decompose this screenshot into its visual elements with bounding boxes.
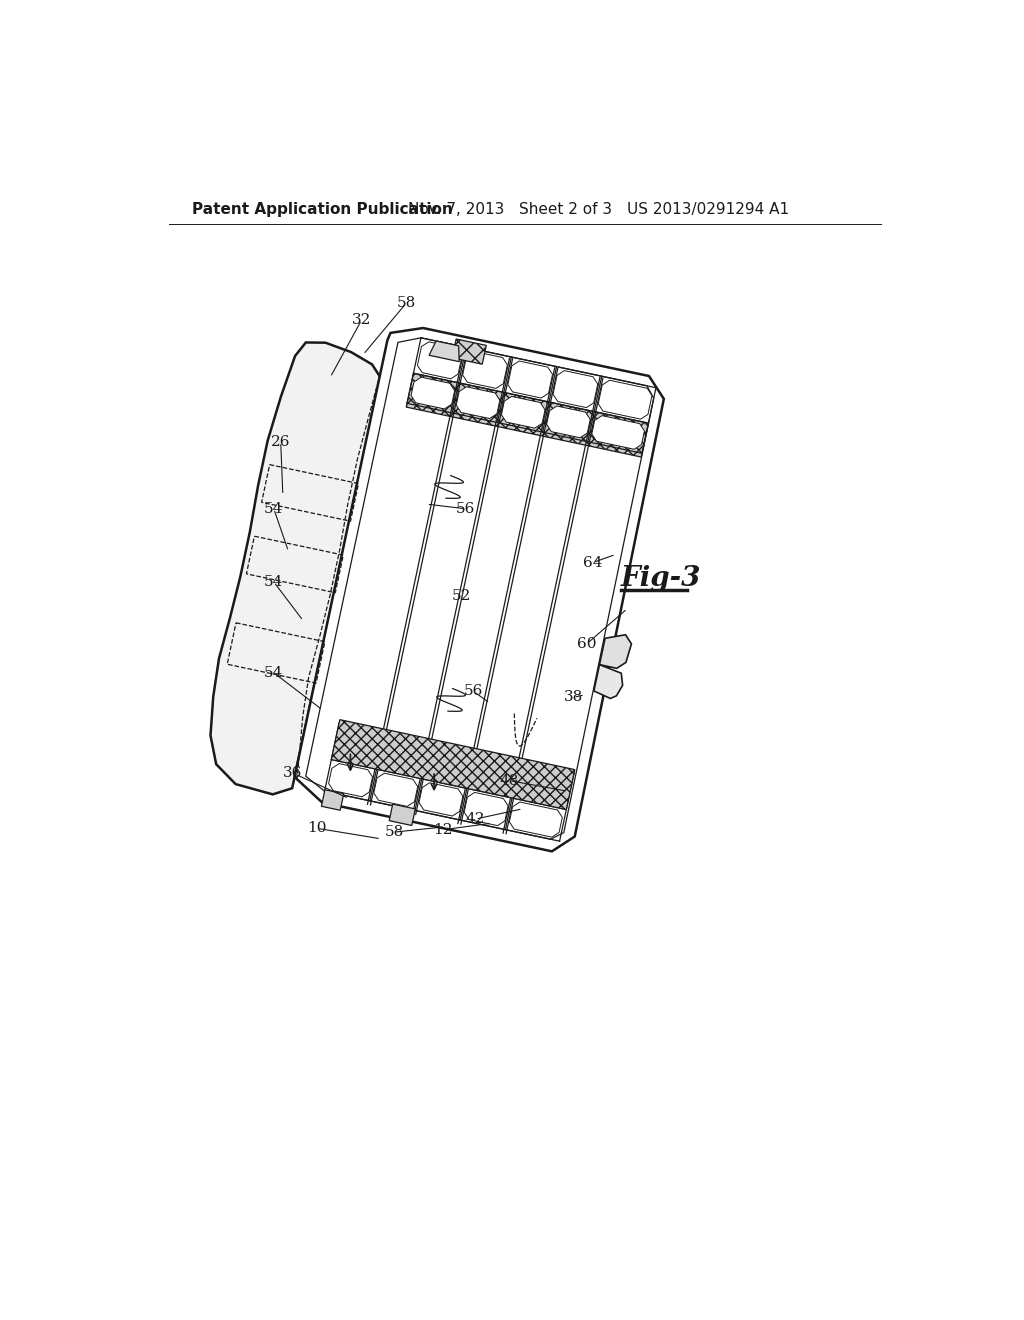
Text: 32: 32 bbox=[352, 313, 372, 327]
Text: 54: 54 bbox=[264, 665, 284, 680]
Polygon shape bbox=[464, 792, 508, 825]
Text: 36: 36 bbox=[283, 766, 302, 780]
Text: Fig-3: Fig-3 bbox=[621, 565, 701, 591]
Polygon shape bbox=[407, 374, 648, 457]
Polygon shape bbox=[389, 804, 416, 825]
Polygon shape bbox=[594, 665, 623, 698]
Text: 48: 48 bbox=[500, 774, 519, 788]
Polygon shape bbox=[211, 342, 381, 795]
Polygon shape bbox=[332, 719, 574, 809]
Polygon shape bbox=[463, 351, 507, 388]
Polygon shape bbox=[411, 378, 455, 409]
Polygon shape bbox=[426, 747, 471, 784]
Polygon shape bbox=[418, 342, 462, 379]
Text: 10: 10 bbox=[307, 821, 327, 836]
Text: 58: 58 bbox=[396, 296, 416, 310]
Text: 54: 54 bbox=[264, 576, 284, 589]
Polygon shape bbox=[322, 789, 344, 810]
Polygon shape bbox=[429, 341, 459, 362]
Polygon shape bbox=[329, 763, 373, 797]
Text: 38: 38 bbox=[563, 690, 583, 705]
Polygon shape bbox=[453, 339, 486, 364]
Text: 54: 54 bbox=[264, 502, 284, 516]
Text: 56: 56 bbox=[456, 502, 475, 516]
Polygon shape bbox=[295, 327, 664, 851]
Polygon shape bbox=[508, 362, 553, 399]
Polygon shape bbox=[381, 737, 425, 775]
Polygon shape bbox=[509, 803, 562, 837]
Polygon shape bbox=[374, 774, 418, 807]
Polygon shape bbox=[599, 635, 632, 668]
Text: 58: 58 bbox=[384, 825, 403, 840]
Polygon shape bbox=[306, 338, 653, 840]
Polygon shape bbox=[457, 387, 500, 418]
Polygon shape bbox=[419, 783, 463, 816]
Text: 26: 26 bbox=[271, 434, 291, 449]
Polygon shape bbox=[553, 371, 598, 408]
Text: 60: 60 bbox=[578, 636, 597, 651]
Polygon shape bbox=[592, 416, 644, 449]
Text: Nov. 7, 2013   Sheet 2 of 3: Nov. 7, 2013 Sheet 2 of 3 bbox=[408, 202, 612, 218]
Polygon shape bbox=[471, 756, 516, 793]
Text: 12: 12 bbox=[433, 822, 453, 837]
Text: 42: 42 bbox=[466, 812, 485, 826]
Text: US 2013/0291294 A1: US 2013/0291294 A1 bbox=[628, 202, 790, 218]
Polygon shape bbox=[516, 766, 570, 805]
Polygon shape bbox=[502, 396, 545, 428]
Polygon shape bbox=[335, 727, 380, 766]
Polygon shape bbox=[547, 407, 590, 438]
Text: 64: 64 bbox=[583, 556, 602, 570]
Text: Patent Application Publication: Patent Application Publication bbox=[193, 202, 453, 218]
Text: 52: 52 bbox=[452, 589, 471, 603]
Polygon shape bbox=[598, 380, 652, 420]
Text: 56: 56 bbox=[464, 684, 483, 698]
